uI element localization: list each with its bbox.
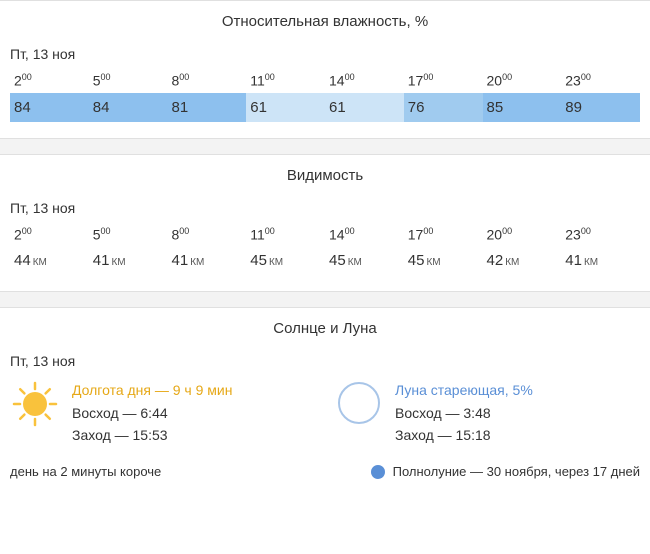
hour-cell: 2000 [483,72,562,89]
sunmoon-date: Пт, 13 ноя [10,353,640,369]
visibility-values-row: 44КМ41КМ41КМ45КМ45КМ45КМ42КМ41КМ [10,246,640,275]
humidity-values-row: 8484816161768589 [10,93,640,122]
visibility-value-cell: 42КМ [483,246,562,275]
sun-info: Долгота дня — 9 ч 9 мин Восход — 6:44 За… [72,379,232,446]
sun-set: Заход — 15:53 [72,424,232,446]
visibility-value-cell: 41КМ [168,246,247,275]
visibility-value-cell: 45КМ [325,246,404,275]
humidity-value-cell: 61 [325,93,404,122]
moon-rise: Восход — 3:48 [395,402,533,424]
hour-cell: 800 [168,72,247,89]
hour-cell: 2300 [561,72,640,89]
moon-phase: Луна стареющая, 5% [395,379,533,401]
moon-icon [335,379,383,427]
hour-cell: 500 [89,226,168,243]
sunmoon-content: Долгота дня — 9 ч 9 мин Восход — 6:44 За… [10,379,640,446]
visibility-section: Видимость Пт, 13 ноя 2005008001100140017… [0,154,650,292]
humidity-hours-row: 20050080011001400170020002300 [10,72,640,89]
hour-cell: 500 [89,72,168,89]
humidity-date: Пт, 13 ноя [10,46,640,62]
hour-cell: 1700 [404,226,483,243]
visibility-hours-row: 20050080011001400170020002300 [10,226,640,243]
sunmoon-title: Солнце и Луна [10,320,640,337]
visibility-value-cell: 41КМ [561,246,640,275]
sun-block: Долгота дня — 9 ч 9 мин Восход — 6:44 За… [10,379,315,446]
sunmoon-section: Солнце и Луна Пт, 13 ноя Долгота дня — 9… [0,307,650,495]
footer-right: Полнолуние — 30 ноября, через 17 дней [371,464,640,479]
humidity-value-cell: 85 [483,93,562,122]
sunmoon-footer: день на 2 минуты короче Полнолуние — 30 … [10,464,640,479]
hour-cell: 1700 [404,72,483,89]
humidity-value-cell: 61 [246,93,325,122]
visibility-value-cell: 45КМ [246,246,325,275]
visibility-value-cell: 41КМ [89,246,168,275]
footer-left: день на 2 минуты короче [10,464,161,479]
hour-cell: 800 [168,226,247,243]
hour-cell: 1100 [246,72,325,89]
spacer [0,291,650,307]
footer-right-text: Полнолуние — 30 ноября, через 17 дней [393,464,640,479]
humidity-value-cell: 89 [561,93,640,122]
humidity-value-cell: 84 [10,93,89,122]
visibility-value-cell: 45КМ [404,246,483,275]
visibility-date: Пт, 13 ноя [10,200,640,216]
hour-cell: 1100 [246,226,325,243]
moon-set: Заход — 15:18 [395,424,533,446]
moon-block: Луна стареющая, 5% Восход — 3:48 Заход —… [335,379,640,446]
sun-icon [10,379,60,429]
visibility-value-cell: 44КМ [10,246,89,275]
hour-cell: 200 [10,226,89,243]
moon-info: Луна стареющая, 5% Восход — 3:48 Заход —… [395,379,533,446]
humidity-title: Относительная влажность, % [10,13,640,30]
humidity-value-cell: 84 [89,93,168,122]
hour-cell: 1400 [325,226,404,243]
humidity-section: Относительная влажность, % Пт, 13 ноя 20… [0,0,650,138]
hour-cell: 2000 [483,226,562,243]
full-moon-icon [371,465,385,479]
hour-cell: 200 [10,72,89,89]
sun-daylength: Долгота дня — 9 ч 9 мин [72,379,232,401]
hour-cell: 1400 [325,72,404,89]
sun-rise: Восход — 6:44 [72,402,232,424]
spacer [0,138,650,154]
humidity-value-cell: 76 [404,93,483,122]
humidity-value-cell: 81 [168,93,247,122]
hour-cell: 2300 [561,226,640,243]
visibility-title: Видимость [10,167,640,184]
